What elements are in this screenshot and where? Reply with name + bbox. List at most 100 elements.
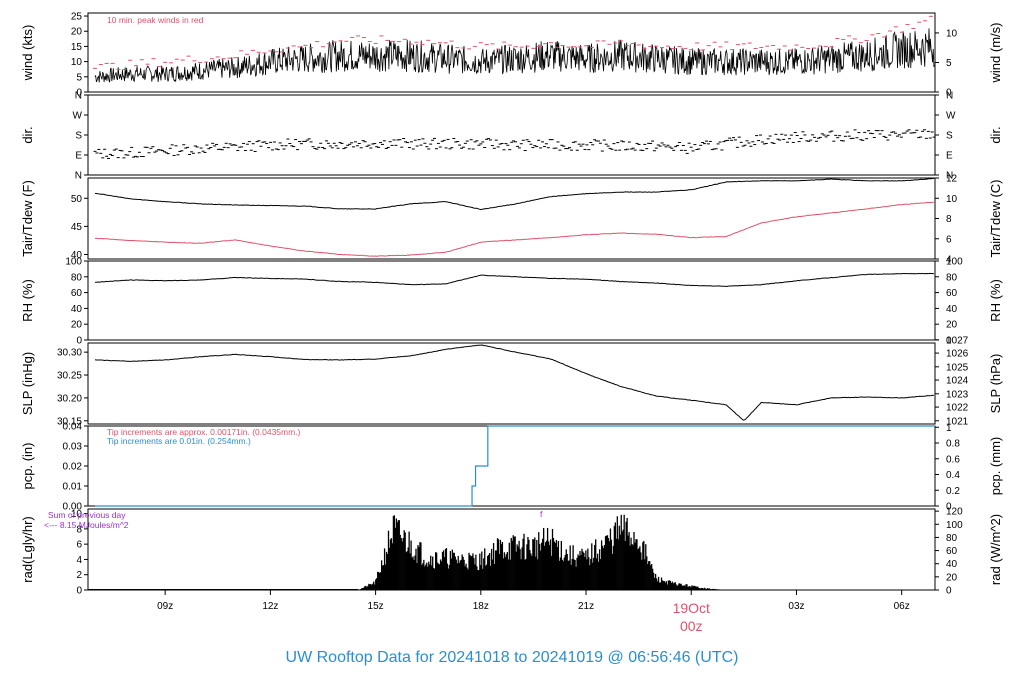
wind-peak-legend-text: 10 min. peak winds in red <box>107 15 204 25</box>
radiation-sum-value: <--- 8.15 MJoules/m^2 <box>44 520 129 530</box>
slp-left-tick-label: 30.25 <box>57 371 82 382</box>
rad-right-tick-label: 120 <box>946 507 963 518</box>
rh-left-tick-label: 80 <box>71 272 83 283</box>
pcp-left-tick-label: 0.04 <box>63 422 83 433</box>
rad-left-tick-label: 6 <box>76 540 82 551</box>
rh-left-tick-label: 40 <box>71 304 83 315</box>
rh-right-axis-title: RH (%) <box>988 279 1003 322</box>
dir-right-tick-label: N <box>946 91 953 102</box>
rh-left-tick-label: 0 <box>76 336 82 347</box>
slp-right-axis-title: SLP (hPa) <box>988 354 1003 414</box>
precip-note-approx: Tip increments are approx. 0.00171in. (0… <box>107 427 301 437</box>
rad-left-axis-title: rad(Lgly/hr) <box>20 516 35 582</box>
temp-right-tick-label: 4 <box>946 255 952 266</box>
relative-humidity-line <box>95 272 935 288</box>
slp-right-tick-label: 1023 <box>946 389 969 400</box>
rh-right-tick-label: 0 <box>946 336 952 347</box>
dir-right-tick-label: N <box>946 171 953 182</box>
rh-right-tick-label: 100 <box>946 257 963 268</box>
wind-right-tick-label: 0 <box>946 88 952 99</box>
dir-right-tick-label: S <box>946 131 953 142</box>
rad-right-tick-label: 0 <box>946 586 952 597</box>
pcp-left-tick-label: 0.01 <box>63 482 83 493</box>
pcp-right-axis-title: pcp. (mm) <box>988 437 1003 496</box>
slp-left-axis-title: SLP (inHg) <box>20 352 35 415</box>
wind-left-tick-label: 10 <box>71 57 83 68</box>
rh-right-tick-label: 20 <box>946 320 958 331</box>
temp-left-tick-label: 40 <box>71 250 83 261</box>
rh-right-tick-label: 60 <box>946 288 958 299</box>
wind-right-tick-label: 10 <box>946 28 958 39</box>
x-axis-tick-label: 18z <box>473 601 489 612</box>
rad-left-tick-label: 2 <box>76 570 82 581</box>
slp-right-tick-label: 1025 <box>946 362 969 373</box>
rad-right-tick-label: 20 <box>946 572 958 583</box>
wind-right-tick-label: 5 <box>946 58 952 69</box>
pcp-left-tick-label: 0.00 <box>63 502 83 513</box>
rh-left-tick-label: 20 <box>71 320 83 331</box>
rad-right-tick-label: 60 <box>946 546 958 557</box>
x-axis-tick-label: 15z <box>368 601 384 612</box>
temp-left-tick-label: 50 <box>71 194 83 205</box>
rad-right-tick-label: 80 <box>946 533 958 544</box>
temp-right-tick-label: 8 <box>946 214 952 225</box>
day-marker-hour: 00z <box>680 618 703 634</box>
slp-right-tick-label: 1027 <box>946 335 969 346</box>
wind-frame <box>87 12 936 93</box>
slp-right-tick-label: 1022 <box>946 403 969 414</box>
radiation-marker: f <box>540 509 543 519</box>
wind-left-tick-label: 15 <box>71 42 83 53</box>
pcp-right-tick-label: 1 <box>946 423 952 434</box>
dir-right-tick-label: W <box>946 111 956 122</box>
rh-left-tick-label: 60 <box>71 288 83 299</box>
wind-left-tick-label: 25 <box>71 12 83 23</box>
x-axis-tick-label: 21z <box>578 601 594 612</box>
x-axis-tick-label: 03z <box>788 601 804 612</box>
slp-right-tick-label: 1024 <box>946 376 969 387</box>
rh-left-axis-title: RH (%) <box>20 279 35 322</box>
rh-right-tick-label: 80 <box>946 272 958 283</box>
slp-frame <box>87 342 936 425</box>
temp-left-axis-title: Tair/Tdew (F) <box>20 180 35 257</box>
dir-left-tick-label: N <box>75 91 82 102</box>
pcp-right-tick-label: 0.8 <box>946 439 960 450</box>
rad-right-tick-label: 100 <box>946 520 963 531</box>
temp-right-tick-label: 12 <box>946 174 958 185</box>
temp-frame <box>87 177 936 260</box>
precipitation-line <box>95 425 935 507</box>
rad-right-tick-label: 40 <box>946 559 958 570</box>
rad-left-tick-label: 8 <box>76 524 82 535</box>
wind-left-tick-label: 0 <box>76 88 82 99</box>
dir-right-tick-label: E <box>946 151 953 162</box>
rad-left-tick-label: 4 <box>76 555 82 566</box>
dir-left-tick-label: E <box>75 151 82 162</box>
pcp-left-axis-title: pcp. (in) <box>20 443 35 490</box>
temp-right-axis-title: Tair/Tdew (C) <box>988 179 1003 257</box>
radiation-sum-label: Sum of previous day <box>48 510 126 520</box>
pcp-right-tick-label: 0.2 <box>946 486 960 497</box>
wind-left-tick-label: 20 <box>71 27 83 38</box>
slp-right-tick-label: 1026 <box>946 349 969 360</box>
dewpoint-line <box>94 201 934 257</box>
dir-left-tick-label: W <box>73 111 83 122</box>
temp-right-tick-label: 6 <box>946 234 952 245</box>
sea-level-pressure-line <box>94 344 934 421</box>
x-axis-tick-label: 12z <box>262 601 278 612</box>
wind-left-tick-label: 5 <box>76 72 82 83</box>
day-marker-date: 19Oct <box>673 600 710 616</box>
pcp-left-tick-label: 0.03 <box>63 442 83 453</box>
rh-frame <box>87 260 936 341</box>
x-axis-tick-label: 09z <box>157 601 173 612</box>
rh-right-tick-label: 40 <box>946 304 958 315</box>
slp-right-tick-label: 1021 <box>946 416 969 427</box>
wind-left-axis-title: wind (kts) <box>20 25 35 82</box>
temp-right-tick-label: 10 <box>946 194 958 205</box>
dir-left-axis-title: dir. <box>20 126 35 143</box>
pcp-left-tick-label: 0.02 <box>63 462 83 473</box>
slp-left-tick-label: 30.15 <box>57 416 82 427</box>
dir-left-tick-label: S <box>75 131 82 142</box>
slp-left-tick-label: 30.30 <box>57 348 82 359</box>
precip-note-increment: Tip increments are 0.01in. (0.254mm.) <box>107 436 251 446</box>
wind-speed-line <box>94 28 935 83</box>
